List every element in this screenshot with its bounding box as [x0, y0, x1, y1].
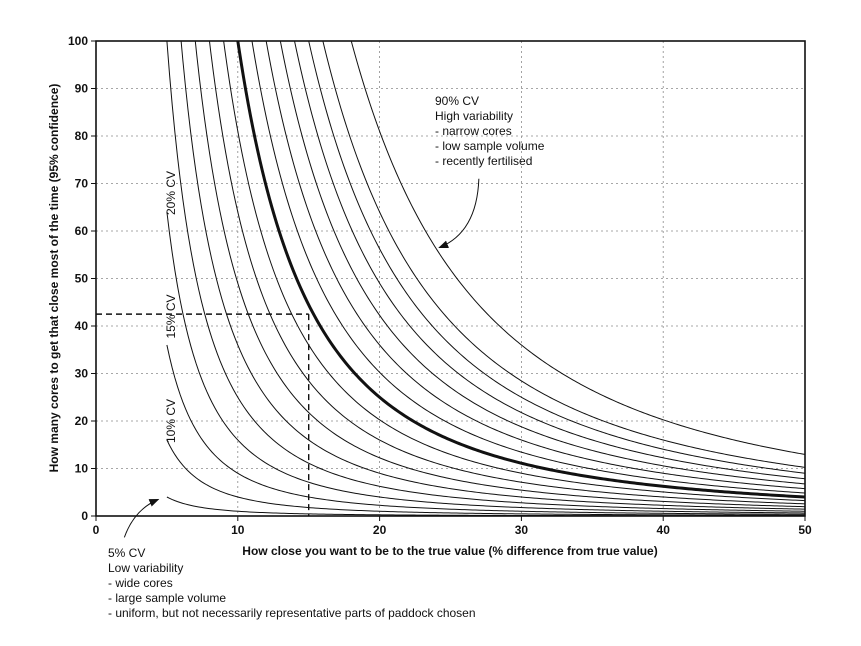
curve-cv-50 [236, 41, 805, 499]
y-tick-label-5: 50 [75, 272, 89, 286]
high-variability-note-line-4: - recently fertilised [435, 154, 532, 168]
curve-cv-35 [194, 41, 805, 508]
y-tick-label-1: 10 [75, 462, 89, 476]
curve-cv-20 [166, 211, 805, 514]
curve-cv-45 [223, 41, 805, 502]
y-tick-label-10: 100 [68, 34, 88, 48]
low-variability-note-line-4: - uniform, but not necessarily represent… [108, 606, 476, 620]
x-tick-label-2: 20 [373, 523, 387, 537]
curve-cv-70 [294, 41, 805, 480]
low-variability-note-line-2: - wide cores [108, 576, 173, 590]
y-tick-label-8: 80 [75, 129, 89, 143]
reference-lines [96, 313, 310, 516]
cv-curves [166, 41, 805, 516]
y-tick-label-6: 60 [75, 224, 89, 238]
curve-label-0: 20% CV [164, 171, 178, 215]
y-axis-title: How many cores to get that close most of… [47, 84, 61, 473]
high-variability-note-line-3: - low sample volume [435, 139, 545, 153]
low-variability-note-line-3: - large sample volume [108, 591, 226, 605]
curve-cv-10 [166, 439, 805, 516]
curve-cv-90 [350, 41, 805, 455]
x-tick-label-3: 30 [515, 523, 529, 537]
y-tick-label-0: 0 [81, 509, 88, 523]
high-variability-note-line-2: - narrow cores [435, 124, 512, 138]
x-tick-label-0: 0 [93, 523, 100, 537]
high-variability-arrow [438, 178, 480, 249]
high-variability-note-line-0: 90% CV [435, 94, 479, 108]
y-tick-label-7: 70 [75, 177, 89, 191]
curve-label-2: 10% CV [164, 399, 178, 443]
curve-cv-80 [322, 41, 805, 468]
curve-cv-60 [265, 41, 805, 490]
x-tick-label-5: 50 [798, 523, 812, 537]
x-axis-title: How close you want to be to the true val… [242, 544, 657, 558]
curve-cv-25 [166, 41, 805, 512]
curve-cv-40 [208, 41, 805, 505]
y-tick-label-4: 40 [75, 319, 89, 333]
curve-cv-15 [166, 344, 805, 515]
axis-ticks: 0 10 20 30 40 50 0 10 20 30 40 50 60 70 80 90 100 [68, 34, 812, 537]
curve-cv-75 [308, 41, 805, 474]
x-tick-label-1: 10 [231, 523, 245, 537]
curve-cv-65 [279, 41, 805, 485]
curve-labels: 20% CV 15% CV 10% CV [164, 171, 178, 443]
curve-cv-55 [251, 41, 805, 494]
y-tick-label-3: 30 [75, 367, 89, 381]
high-variability-note-line-1: High variability [435, 109, 513, 123]
curve-label-1: 15% CV [164, 294, 178, 338]
grid-lines [96, 41, 805, 516]
curve-cv-30 [180, 41, 805, 510]
low-variability-note-line-1: Low variability [108, 561, 183, 575]
y-tick-label-2: 20 [75, 414, 89, 428]
x-tick-label-4: 40 [657, 523, 671, 537]
low-variability-note-line-0: 5% CV [108, 546, 145, 560]
low-variability-arrow [123, 498, 160, 538]
y-tick-label-9: 90 [75, 82, 89, 96]
